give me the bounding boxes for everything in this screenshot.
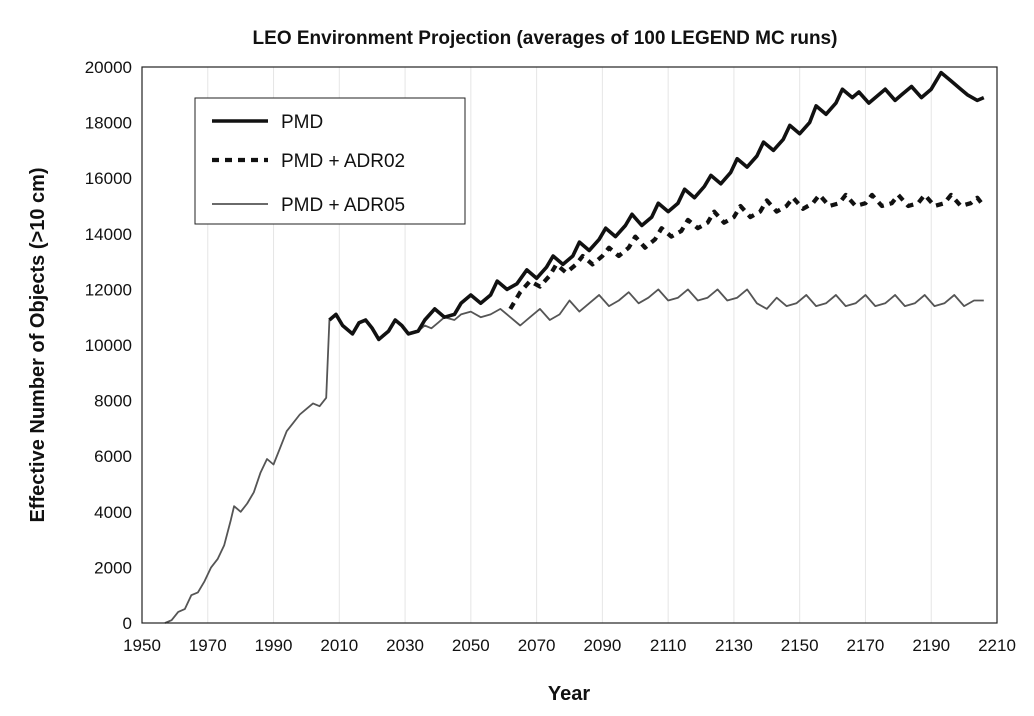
y-axis-ticks: 0 2000 4000 6000 8000 10000 12000 14000 16000 180… <box>85 58 132 633</box>
y-tick-label: 18000 <box>85 114 132 133</box>
legend: PMD PMD + ADR02 PMD + ADR05 <box>194 97 466 225</box>
x-tick-label: 2150 <box>781 636 819 655</box>
y-tick-label: 8000 <box>94 392 132 411</box>
x-tick-label: 2130 <box>715 636 753 655</box>
y-tick-label: 6000 <box>94 447 132 466</box>
y-tick-label: 20000 <box>85 58 132 77</box>
y-tick-label: 10000 <box>85 336 132 355</box>
x-tick-label: 2170 <box>847 636 885 655</box>
legend-label-pmd-adr05: PMD + ADR05 <box>281 195 405 216</box>
plot-frame <box>141 66 998 624</box>
legend-label-pmd-adr02: PMD + ADR02 <box>281 151 405 172</box>
y-tick-label: 4000 <box>94 503 132 522</box>
series-line-pmd-adr02 <box>508 192 986 310</box>
y-tick-label: 14000 <box>85 225 132 244</box>
x-axis-ticks: 1950 1970 1990 2010 2030 2050 2070 2090 2110 2130… <box>123 636 1016 655</box>
series-line-pmd-adr05 <box>164 288 984 624</box>
x-tick-label: 2190 <box>912 636 950 655</box>
x-axis-label: Year <box>548 683 590 705</box>
series-line-pmd <box>328 70 985 342</box>
y-tick-label: 12000 <box>85 280 132 299</box>
x-tick-label: 1990 <box>255 636 293 655</box>
legend-label-pmd: PMD <box>281 112 323 133</box>
x-tick-label: 1970 <box>189 636 227 655</box>
x-tick-label: 2210 <box>978 636 1016 655</box>
y-tick-label: 0 <box>123 614 132 633</box>
x-tick-label: 2090 <box>583 636 621 655</box>
y-tick-label: 2000 <box>94 558 132 577</box>
x-tick-label: 2110 <box>650 636 687 655</box>
x-tick-label: 2010 <box>320 636 358 655</box>
y-tick-label: 16000 <box>85 169 132 188</box>
x-tick-label: 2050 <box>452 636 490 655</box>
series-group <box>164 70 986 624</box>
x-tick-label: 1950 <box>123 636 161 655</box>
chart-title: LEO Environment Projection (averages of … <box>253 28 838 49</box>
x-tick-label: 2070 <box>518 636 556 655</box>
y-axis-label: Effective Number of Objects (>10 cm) <box>27 167 49 522</box>
x-tick-label: 2030 <box>386 636 424 655</box>
